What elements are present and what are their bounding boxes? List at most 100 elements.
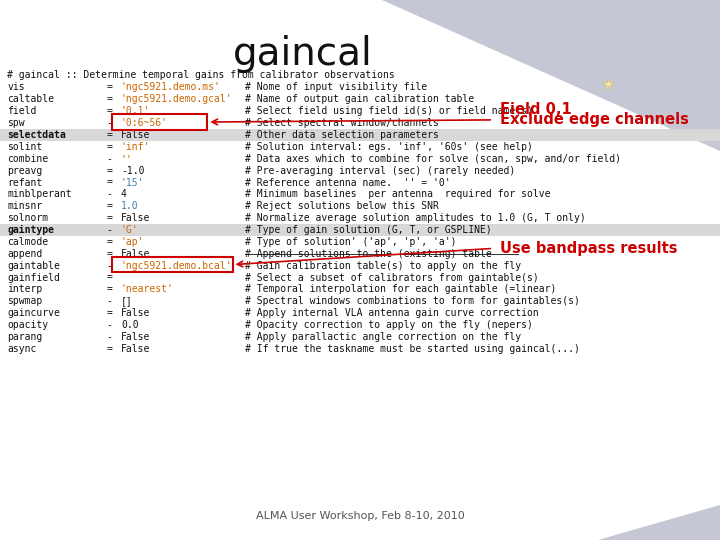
- Text: # Type of solution' ('ap', 'p', 'a'): # Type of solution' ('ap', 'p', 'a'): [245, 237, 456, 247]
- Text: =: =: [107, 308, 112, 318]
- Text: 'ap': 'ap': [121, 237, 145, 247]
- Text: # Opacity correction to apply on the fly (nepers): # Opacity correction to apply on the fly…: [245, 320, 533, 330]
- Text: 'nearest': 'nearest': [121, 285, 174, 294]
- Text: # Apply internal VLA antenna gain curve correction: # Apply internal VLA antenna gain curve …: [245, 308, 539, 318]
- Text: refant: refant: [7, 178, 42, 187]
- Text: # Select field using field id(s) or field name(s): # Select field using field id(s) or fiel…: [245, 106, 533, 116]
- Text: combine: combine: [7, 154, 48, 164]
- Text: =: =: [107, 237, 112, 247]
- Text: gaincurve: gaincurve: [7, 308, 60, 318]
- Text: 'G': 'G': [121, 225, 138, 235]
- Text: False: False: [121, 332, 150, 342]
- Text: # Reference antenna name.  '' = '0': # Reference antenna name. '' = '0': [245, 178, 451, 187]
- Text: False: False: [121, 249, 150, 259]
- Text: gainfield: gainfield: [7, 273, 60, 282]
- Text: -: -: [107, 261, 112, 271]
- Text: 0.0: 0.0: [121, 320, 138, 330]
- Text: # Apply parallactic angle correction on the fly: # Apply parallactic angle correction on …: [245, 332, 521, 342]
- Text: calmode: calmode: [7, 237, 48, 247]
- Text: # Reject solutions below this SNR: # Reject solutions below this SNR: [245, 201, 438, 211]
- Text: # Gain calibration table(s) to apply on the fly: # Gain calibration table(s) to apply on …: [245, 261, 521, 271]
- Text: preavg: preavg: [7, 166, 42, 176]
- Text: =: =: [107, 344, 112, 354]
- Polygon shape: [382, 0, 720, 151]
- Text: =: =: [107, 142, 112, 152]
- Text: -: -: [107, 154, 112, 164]
- Text: False: False: [121, 213, 150, 223]
- Text: # Select spectral window/channels: # Select spectral window/channels: [245, 118, 438, 128]
- Text: 4: 4: [121, 190, 127, 199]
- Text: # gaincal :: Determine temporal gains from calibrator observations: # gaincal :: Determine temporal gains fr…: [7, 70, 395, 79]
- Bar: [0, 129, 720, 141]
- Text: async: async: [7, 344, 37, 354]
- Text: '0:6~56': '0:6~56': [121, 118, 168, 128]
- Text: False: False: [121, 130, 150, 140]
- Text: minsnr: minsnr: [7, 201, 42, 211]
- Text: append: append: [7, 249, 42, 259]
- Text: '': '': [121, 154, 132, 164]
- Text: # Nome of input visibility file: # Nome of input visibility file: [245, 83, 427, 92]
- Text: spwmap: spwmap: [7, 296, 42, 306]
- Text: # Type of gain solution (G, T, or GSPLINE): # Type of gain solution (G, T, or GSPLIN…: [245, 225, 492, 235]
- Text: =: =: [107, 83, 112, 92]
- Text: solint: solint: [7, 142, 42, 152]
- Text: 'ngc5921.demo.gcal': 'ngc5921.demo.gcal': [121, 94, 233, 104]
- Text: # Spectral windows combinations to form for gaintables(s): # Spectral windows combinations to form …: [245, 296, 580, 306]
- Polygon shape: [598, 505, 720, 540]
- Text: =: =: [107, 166, 112, 176]
- Text: =: =: [107, 273, 112, 282]
- Text: -: -: [107, 118, 112, 128]
- Text: interp: interp: [7, 285, 42, 294]
- Text: Field 0,1: Field 0,1: [500, 102, 572, 117]
- Text: []: []: [121, 296, 132, 306]
- Text: False: False: [121, 308, 150, 318]
- Text: 'inf': 'inf': [121, 142, 150, 152]
- Text: solnorm: solnorm: [7, 213, 48, 223]
- Text: '0,1': '0,1': [121, 106, 150, 116]
- Text: False: False: [121, 344, 150, 354]
- Text: -1.0: -1.0: [121, 166, 145, 176]
- Text: # Name of output gain calibration table: # Name of output gain calibration table: [245, 94, 474, 104]
- Text: ALMA User Workshop, Feb 8-10, 2010: ALMA User Workshop, Feb 8-10, 2010: [256, 511, 464, 521]
- Text: spw: spw: [7, 118, 24, 128]
- Text: # Other data selection parameters: # Other data selection parameters: [245, 130, 438, 140]
- Text: '15': '15': [121, 178, 145, 187]
- Text: parang: parang: [7, 332, 42, 342]
- Text: =: =: [107, 213, 112, 223]
- Text: opacity: opacity: [7, 320, 48, 330]
- Text: # Minimum baselines  per antenna  required for solve: # Minimum baselines per antenna required…: [245, 190, 550, 199]
- Text: =: =: [107, 130, 112, 140]
- Text: vis: vis: [7, 83, 24, 92]
- Text: -: -: [107, 320, 112, 330]
- Text: # Append solutions to the (existing) table: # Append solutions to the (existing) tab…: [245, 249, 492, 259]
- Text: Use bandpass results: Use bandpass results: [500, 241, 678, 256]
- Text: # Solution interval: egs. 'inf', '60s' (see help): # Solution interval: egs. 'inf', '60s' (…: [245, 142, 533, 152]
- Text: 'ngc5921.demo.ms': 'ngc5921.demo.ms': [121, 83, 221, 92]
- Bar: [0, 224, 720, 236]
- Text: gaintable: gaintable: [7, 261, 60, 271]
- Text: =: =: [107, 178, 112, 187]
- Text: selectdata: selectdata: [7, 130, 66, 140]
- Text: Exclude edge channels: Exclude edge channels: [500, 112, 689, 127]
- Text: # Data axes which to combine for solve (scan, spw, and/or field): # Data axes which to combine for solve (…: [245, 154, 621, 164]
- Text: # If true the taskname must be started using gaincal(...): # If true the taskname must be started u…: [245, 344, 580, 354]
- Text: minblperant: minblperant: [7, 190, 72, 199]
- Text: # Select a subset of calibrators from gaintable(s): # Select a subset of calibrators from ga…: [245, 273, 539, 282]
- Text: # Pre-averaging interval (sec) (rarely needed): # Pre-averaging interval (sec) (rarely n…: [245, 166, 515, 176]
- Text: -: -: [107, 225, 112, 235]
- Text: # Normalize average solution amplitudes to 1.0 (G, T only): # Normalize average solution amplitudes …: [245, 213, 585, 223]
- Text: 'ngc5921.demo.bcal': 'ngc5921.demo.bcal': [121, 261, 233, 271]
- Text: gaintype: gaintype: [7, 225, 54, 235]
- Text: 1.0: 1.0: [121, 201, 138, 211]
- Text: -: -: [107, 190, 112, 199]
- Text: # Temporal interpolation for each gaintable (=linear): # Temporal interpolation for each gainta…: [245, 285, 556, 294]
- Text: =: =: [107, 106, 112, 116]
- Text: =: =: [107, 94, 112, 104]
- Text: -: -: [107, 332, 112, 342]
- Text: field: field: [7, 106, 37, 116]
- Text: =: =: [107, 249, 112, 259]
- Text: -: -: [107, 296, 112, 306]
- Text: gaincal: gaincal: [233, 35, 372, 73]
- Text: =: =: [107, 201, 112, 211]
- Text: caltable: caltable: [7, 94, 54, 104]
